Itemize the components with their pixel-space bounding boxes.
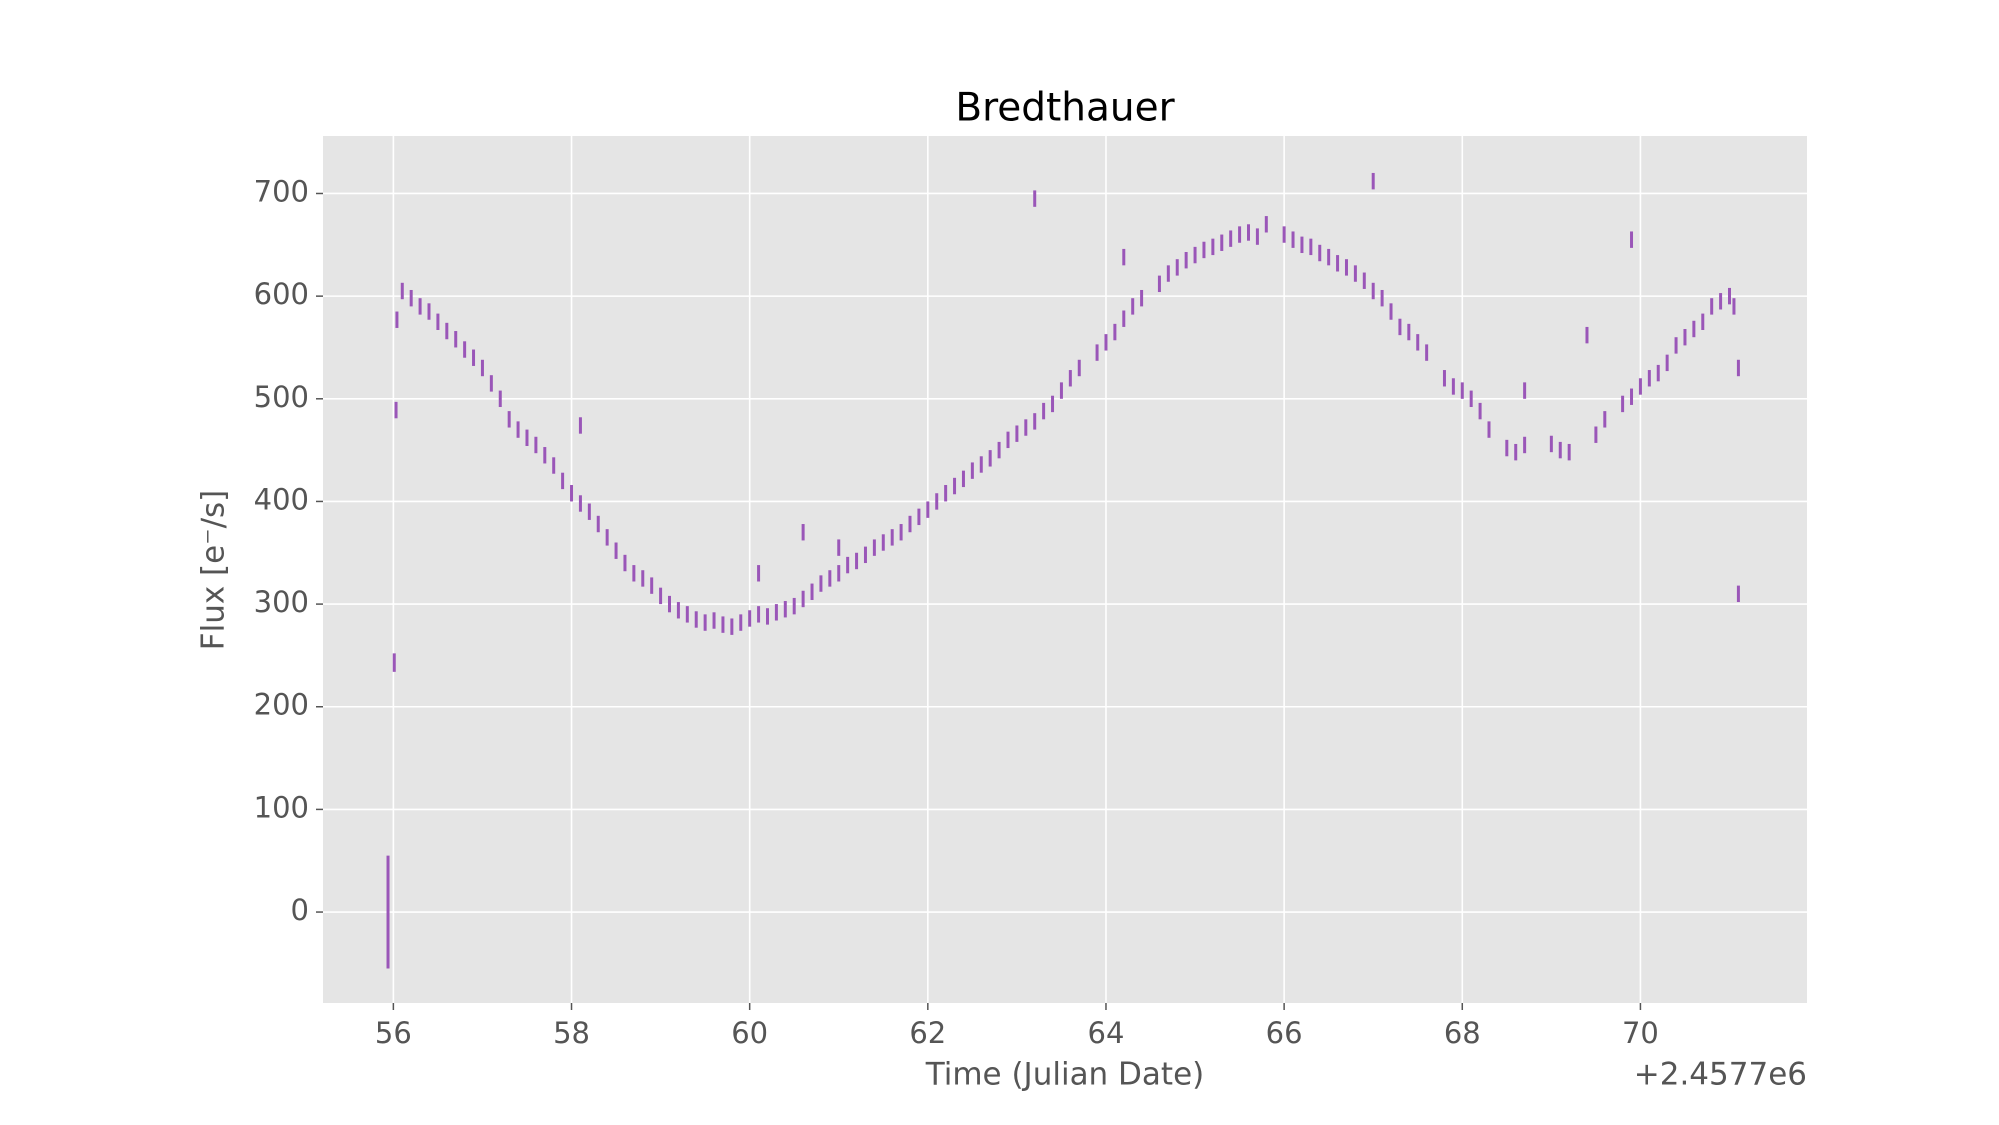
x-axis-label: Time (Julian Date) <box>925 1057 1205 1093</box>
y-tick-label: 500 <box>254 380 309 414</box>
x-tick-label: 62 <box>909 1016 946 1050</box>
x-tick-label: 70 <box>1622 1016 1659 1050</box>
x-tick-label: 58 <box>553 1016 590 1050</box>
x-tick-label: 56 <box>375 1016 412 1050</box>
y-tick-label: 600 <box>254 277 309 311</box>
y-tick-label: 0 <box>291 893 309 927</box>
x-tick-label: 66 <box>1266 1016 1303 1050</box>
x-tick-label: 64 <box>1088 1016 1125 1050</box>
x-offset-label: +2.4577e6 <box>1634 1057 1807 1093</box>
y-tick-label: 200 <box>254 688 309 722</box>
y-tick-label: 100 <box>254 790 309 824</box>
y-tick-label: 700 <box>254 174 309 208</box>
chart-title: Bredthauer <box>955 86 1175 131</box>
y-axis-label: Flux [e⁻/s] <box>196 490 232 651</box>
plot-area <box>323 136 1807 1003</box>
y-tick-label: 400 <box>254 482 309 516</box>
y-tick-label: 300 <box>254 585 309 619</box>
x-tick-label: 60 <box>731 1016 768 1050</box>
x-tick-label: 68 <box>1444 1016 1481 1050</box>
